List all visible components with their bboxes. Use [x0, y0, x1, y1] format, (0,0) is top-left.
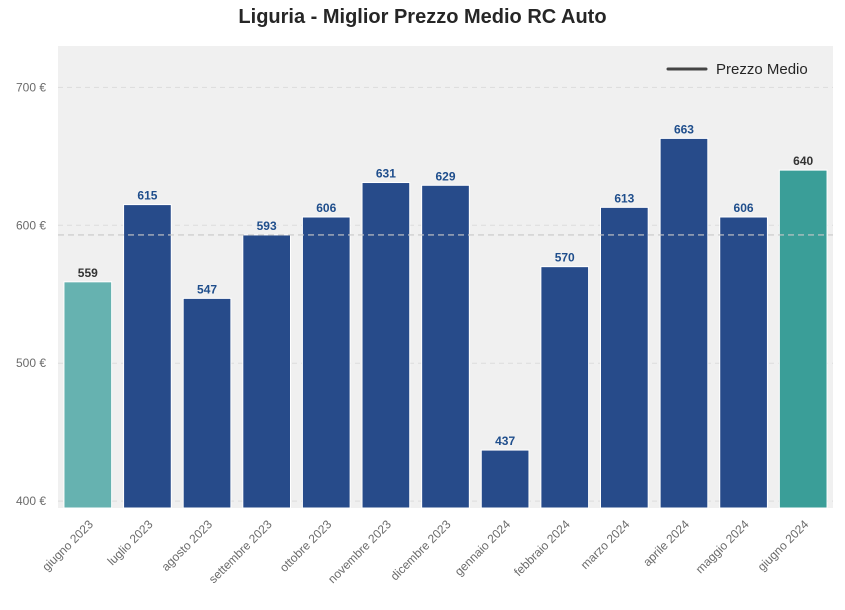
legend: Prezzo Medio: [666, 61, 808, 78]
y-tick-label: 600 €: [16, 218, 46, 232]
bar: [778, 169, 828, 509]
bar: [659, 137, 709, 509]
bar: [301, 216, 351, 509]
x-tick-label: febbraio 2024: [511, 517, 573, 579]
x-tick-label: giugno 2024: [755, 517, 812, 574]
bar-value-label: 640: [793, 154, 813, 168]
y-tick-label: 400 €: [16, 494, 46, 508]
x-axis-ticks: giugno 2023 luglio 2023 agosto 2023settemb…: [39, 517, 811, 586]
bar: [719, 216, 768, 509]
x-tick-label: aprile 2024: [640, 517, 692, 569]
bars: [63, 137, 828, 509]
bar: [540, 266, 590, 509]
x-tick-label: luglio 2023: [105, 517, 156, 568]
bar-value-label: 629: [435, 169, 455, 183]
bar-value-label: 547: [197, 282, 217, 296]
bar-value-label: 613: [614, 191, 634, 205]
bar-value-label: 559: [78, 266, 98, 280]
bar-value-label: 570: [555, 251, 575, 265]
bar-value-label: 663: [674, 122, 694, 136]
x-tick-label: maggio 2024: [693, 517, 752, 576]
bar-value-label: 437: [495, 434, 515, 448]
bar-value-labels: 559 615 547 593 606 631 629 437 570 613 663 606 640: [78, 122, 814, 448]
y-tick-label: 700 €: [16, 80, 46, 94]
bar: [123, 204, 172, 509]
y-tick-label: 500 €: [16, 356, 46, 370]
x-tick-label: marzo 2024: [578, 517, 633, 572]
bar-value-label: 606: [316, 201, 336, 215]
bar-value-label: 593: [257, 219, 277, 233]
bar: [361, 182, 411, 509]
x-tick-label: ottobre 2023: [277, 517, 335, 575]
bar: [480, 449, 530, 509]
bar: [242, 234, 291, 509]
bar-value-label: 615: [137, 189, 157, 203]
bar: [600, 206, 649, 509]
bar: [63, 281, 113, 509]
bar: [182, 297, 232, 509]
chart-title: Liguria - Miglior Prezzo Medio RC Auto: [238, 6, 607, 28]
y-axis-ticks: 400 € 500 € 600 € 700 €: [16, 80, 46, 508]
x-tick-label: settembre 2023: [206, 517, 275, 586]
x-tick-label: giugno 2023: [39, 517, 96, 574]
bar-value-label: 606: [734, 201, 754, 215]
x-tick-label: gennaio 2024: [452, 517, 514, 579]
x-tick-label: dicembre 2023: [388, 517, 454, 583]
legend-label: Prezzo Medio: [716, 61, 808, 78]
bar: [421, 184, 470, 509]
x-tick-label: novembre 2023: [325, 517, 394, 586]
bar-value-label: 631: [376, 167, 396, 181]
x-tick-label: agosto 2023: [159, 517, 216, 574]
